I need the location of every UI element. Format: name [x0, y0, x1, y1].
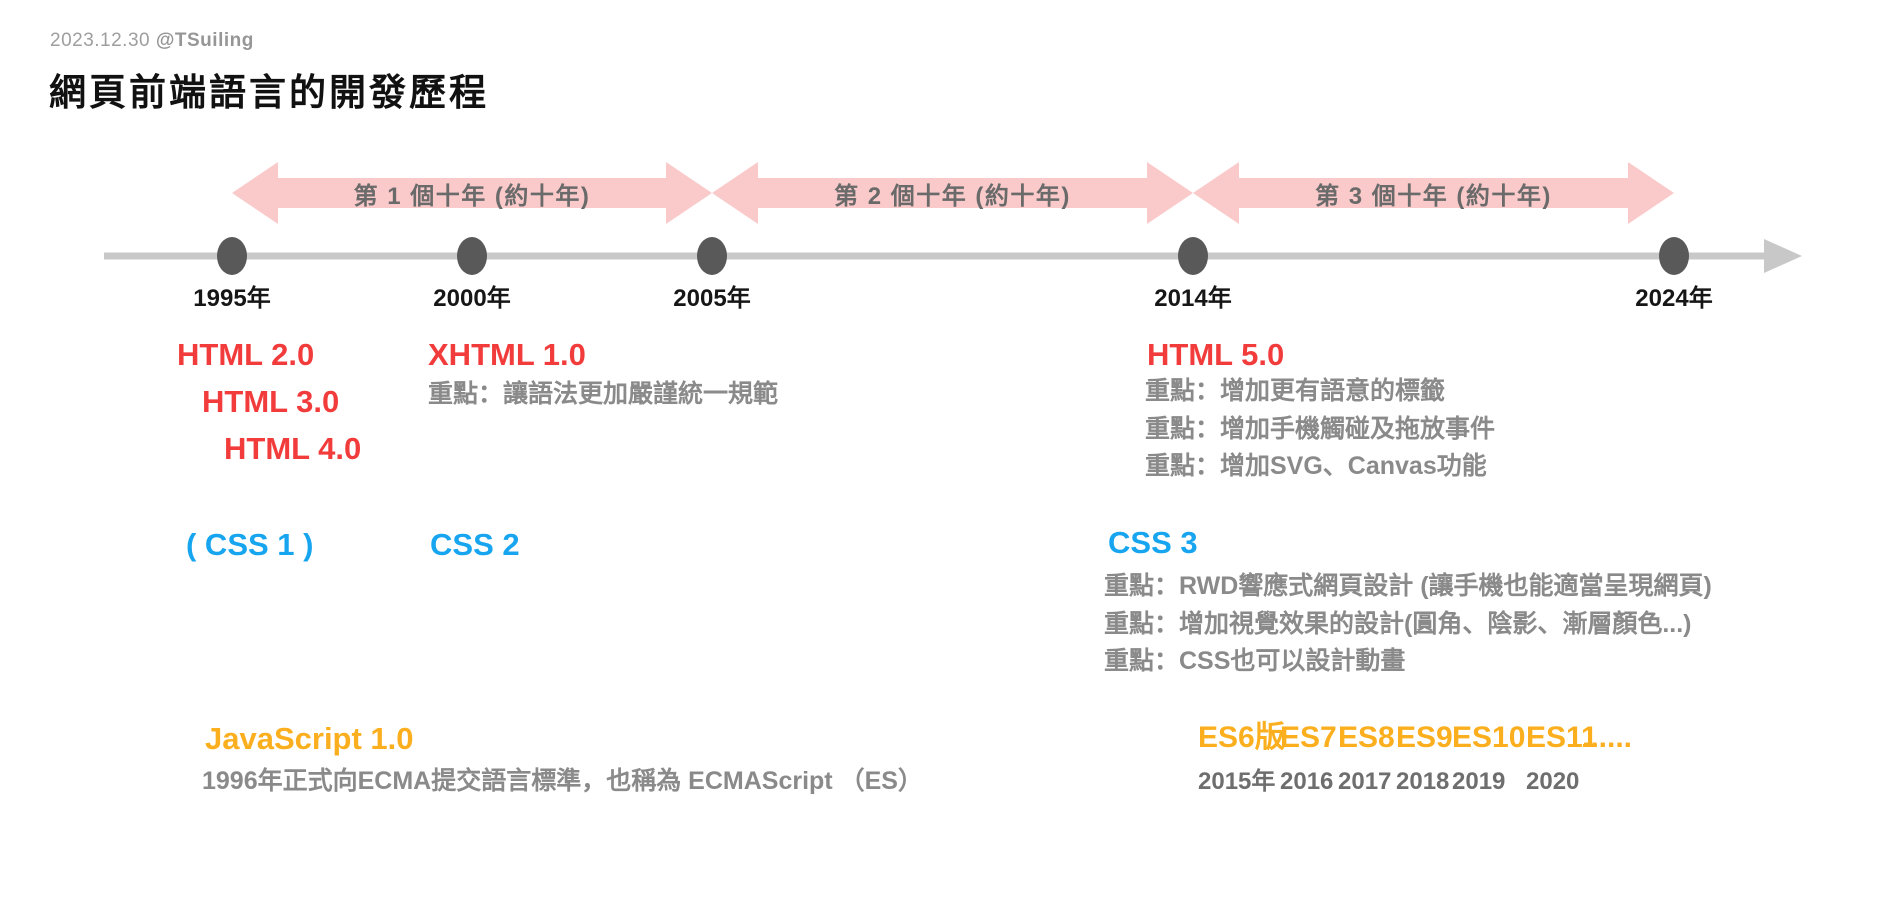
timeline-arrowhead-icon	[1764, 239, 1802, 273]
double-arrow-shape	[712, 162, 1193, 224]
timeline-axis	[104, 237, 1802, 275]
decade-arrow-1-label: 第 1 個十年 (約十年)	[353, 182, 591, 210]
es6-label: ES6版	[1198, 721, 1285, 754]
es7-label: ES7	[1280, 721, 1337, 754]
es6-year: 2015年	[1198, 768, 1276, 795]
es8-year: 2017	[1338, 768, 1392, 795]
html5-note-3: 重點：增加SVG、Canvas功能	[1145, 452, 1487, 480]
es-col-more: ......	[1582, 723, 1632, 770]
year-label-2014: 2014年	[1154, 285, 1232, 312]
decade-arrow-2-label: 第 2 個十年 (約十年)	[834, 182, 1071, 210]
es7-year: 2016	[1280, 768, 1334, 795]
author-handle: @TSuiling	[155, 30, 254, 51]
es8-label: ES8	[1338, 721, 1395, 754]
decade-arrow-3-label: 第 3 個十年 (約十年)	[1315, 182, 1552, 210]
es-col-es11: ES11 2020	[1526, 723, 1598, 794]
es10-label: ES10	[1452, 721, 1526, 754]
timeline-dot-1995	[217, 237, 247, 275]
double-arrow-shape	[1193, 162, 1674, 224]
css3-note-1: 重點：RWD響應式網頁設計 (讓手機也能適當呈現網頁)	[1104, 572, 1712, 600]
es11-label: ES11	[1526, 721, 1598, 754]
html5-note-2: 重點：增加手機觸碰及拖放事件	[1145, 415, 1496, 443]
timeline-dot-2005	[697, 237, 727, 275]
es10-year: 2019	[1452, 768, 1506, 795]
es-more-label: ......	[1582, 721, 1633, 754]
css3-note-2: 重點：增加視覺效果的設計(圓角、陰影、漸層顏色...)	[1104, 610, 1692, 638]
es11-year: 2020	[1526, 768, 1580, 795]
es-col-es10: ES10 2019	[1452, 723, 1525, 794]
double-arrow-shape	[232, 162, 712, 224]
timeline-dot-2014	[1178, 237, 1208, 275]
meta-line: 2023.12.30 @TSuiling	[50, 30, 254, 52]
decade-arrow-3: 第 3 個十年 (約十年)	[1193, 162, 1674, 224]
html-version-4: HTML 4.0	[224, 431, 362, 466]
date-text: 2023.12.30	[50, 30, 151, 51]
javascript-note: 1996年正式向ECMA提交語言標準，也稱為 ECMAScript （ES）	[202, 767, 923, 795]
html5-title: HTML 5.0	[1147, 337, 1285, 372]
year-label-1995: 1995年	[193, 285, 271, 312]
css3-note-3: 重點：CSS也可以設計動畫	[1104, 647, 1406, 675]
es-col-es7: ES7 2016	[1280, 723, 1337, 794]
year-label-2000: 2000年	[433, 285, 511, 312]
css1-label: ( CSS 1 )	[186, 527, 314, 562]
es9-label: ES9	[1396, 721, 1453, 754]
year-label-2024: 2024年	[1635, 285, 1713, 312]
page-title: 網頁前端語言的開發歷程	[49, 72, 489, 113]
year-label-2005: 2005年	[673, 285, 751, 312]
timeline-dot-2024	[1659, 237, 1689, 275]
es9-year: 2018	[1396, 768, 1450, 795]
html-version-3: HTML 3.0	[202, 384, 340, 419]
es-col-es8: ES8 2017	[1338, 723, 1395, 794]
decade-arrow-1: 第 1 個十年 (約十年)	[232, 162, 712, 224]
javascript-title: JavaScript 1.0	[205, 721, 414, 756]
timeline-dot-2000	[457, 237, 487, 275]
html5-note-1: 重點：增加更有語意的標籤	[1145, 377, 1446, 405]
css3-title: CSS 3	[1108, 525, 1198, 560]
html-version-2: HTML 2.0	[177, 337, 315, 372]
xhtml-note: 重點：讓語法更加嚴謹統一規範	[428, 380, 779, 408]
es-col-es9: ES9 2018	[1396, 723, 1453, 794]
css2-label: CSS 2	[430, 527, 520, 562]
es-col-es6: ES6版 2015年	[1198, 723, 1285, 794]
xhtml-title: XHTML 1.0	[428, 337, 586, 372]
decade-arrow-2: 第 2 個十年 (約十年)	[712, 162, 1193, 224]
